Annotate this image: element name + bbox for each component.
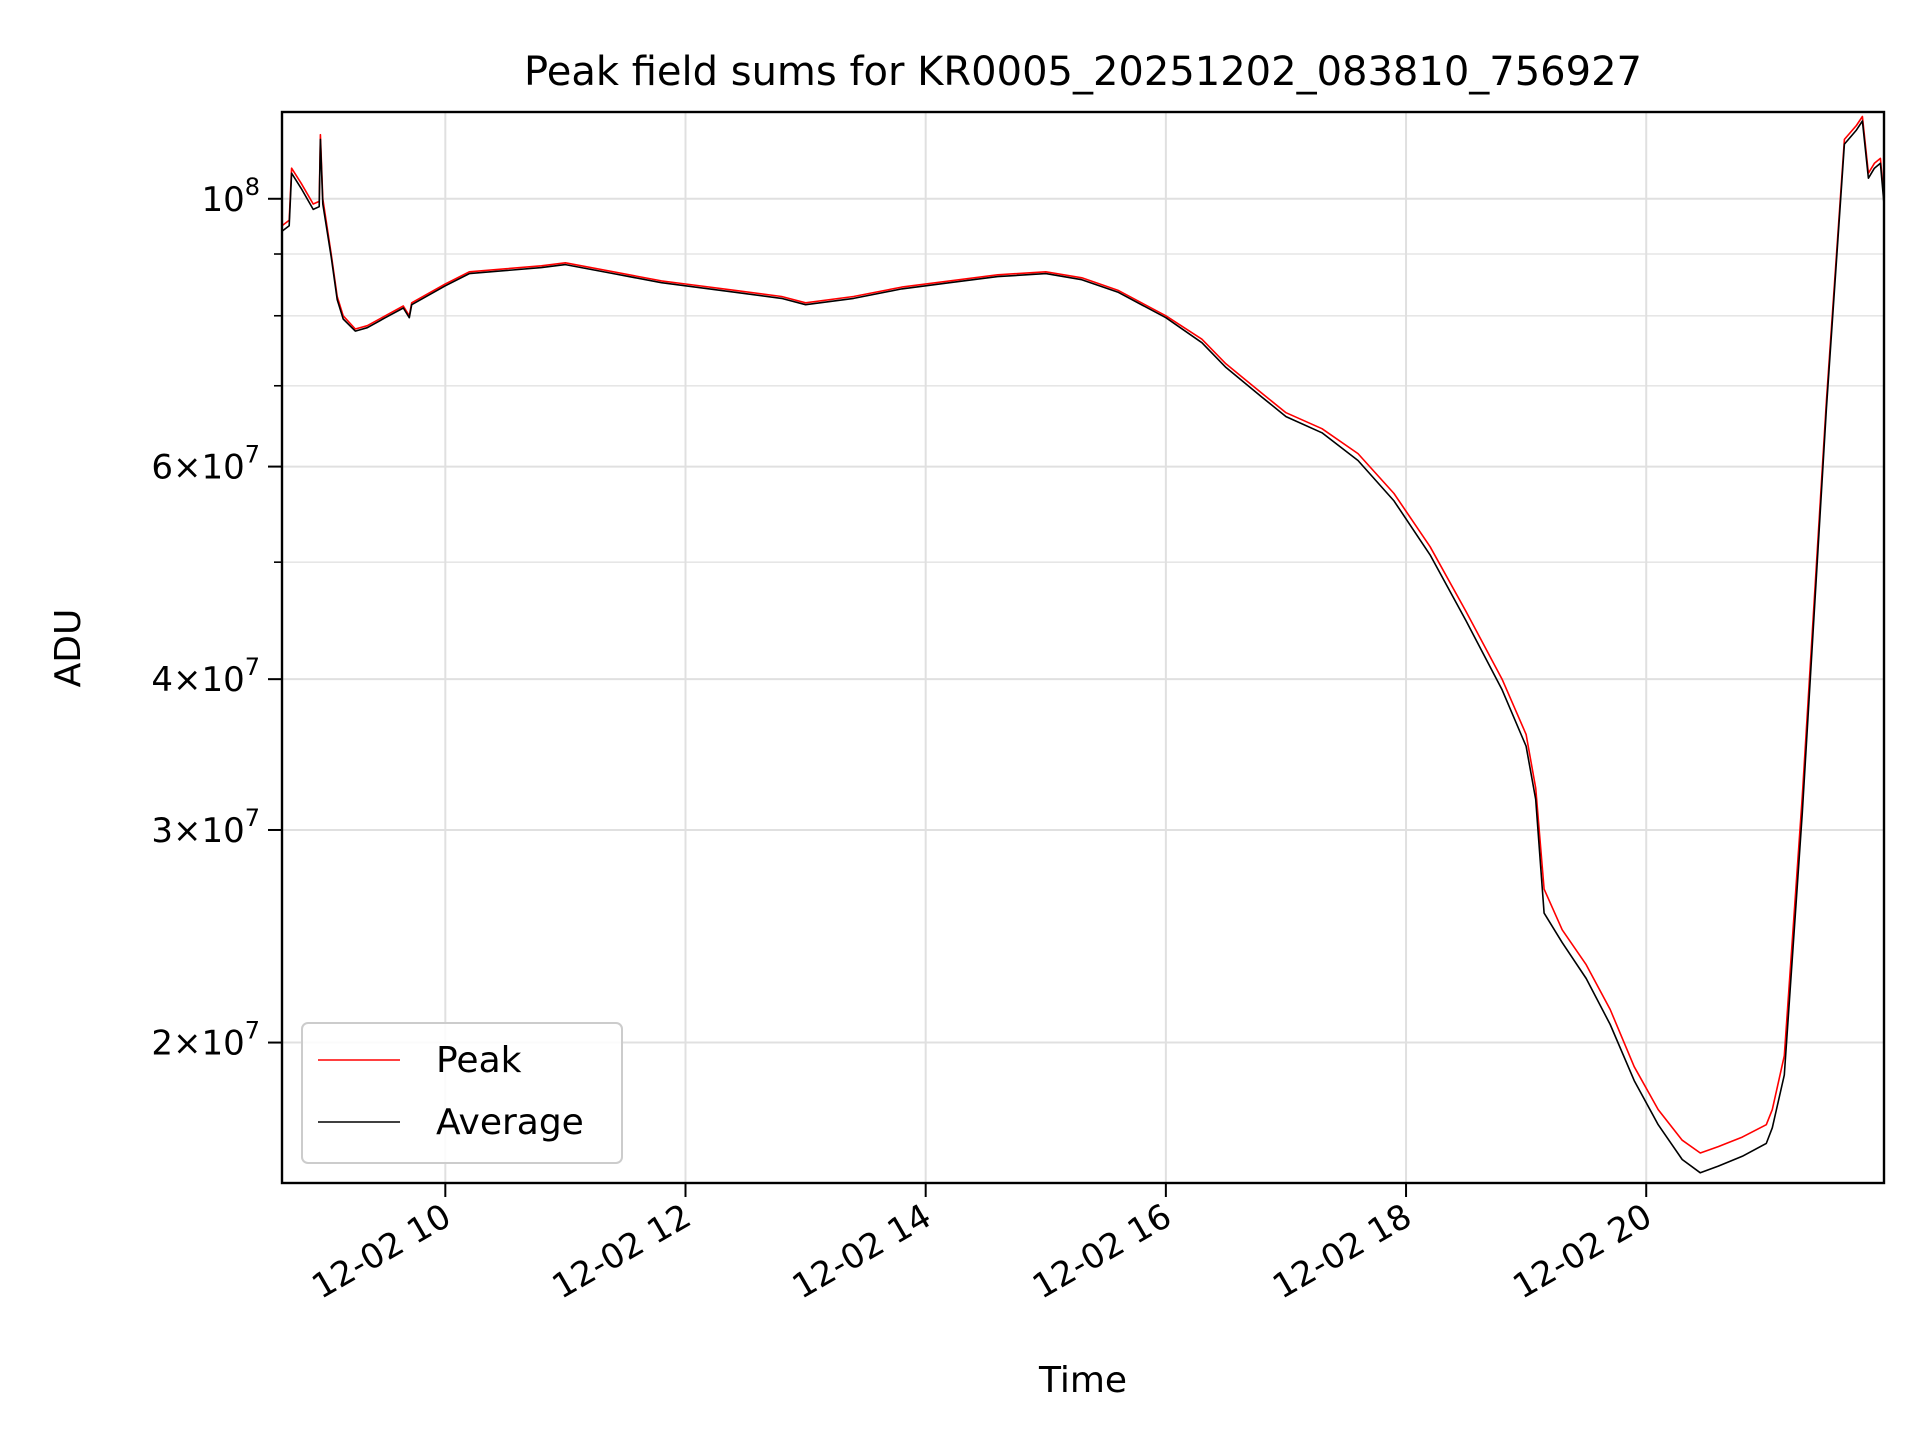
plot-frame: [280, 110, 1886, 1185]
series-layer: [281, 115, 1885, 1174]
y-axis-label: ADU: [48, 609, 89, 688]
chart-title: Peak field sums for KR0005_20251202_0838…: [524, 49, 1642, 95]
series-line-average: [281, 120, 1885, 1174]
legend: Peak Average: [301, 1022, 623, 1164]
y-tick-label: 2×107: [151, 1017, 260, 1064]
y-tick-label: 3×107: [151, 804, 260, 851]
legend-box: [301, 1022, 623, 1164]
legend-label-peak: Peak: [436, 1040, 522, 1081]
y-tick-label: 6×107: [151, 441, 260, 488]
series-line-peak: [281, 115, 1885, 1154]
legend-label-average: Average: [436, 1102, 584, 1143]
x-axis-label: Time: [1038, 1360, 1127, 1401]
y-tick-label: 108: [201, 173, 260, 220]
y-tick-label: 4×107: [151, 653, 260, 700]
